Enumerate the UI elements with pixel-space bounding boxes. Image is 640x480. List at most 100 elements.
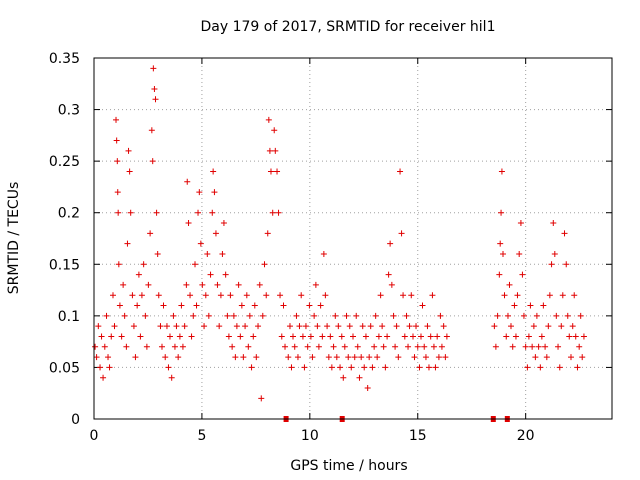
data-point [150,65,157,72]
data-point [199,281,206,288]
data-point [173,323,180,330]
data-point [135,271,142,278]
data-point [333,354,340,361]
data-point [235,281,242,288]
data-point [143,343,150,350]
data-point [124,240,131,247]
data-point [264,230,271,237]
data-point [315,343,322,350]
data-point [298,292,305,299]
data-point [350,333,356,340]
data-point [574,364,581,371]
y-axis-label: SRMTID / TECUs [6,182,22,295]
data-point [403,312,410,319]
data-point [296,323,303,330]
data-point [379,323,386,330]
data-point [153,209,160,216]
data-point [267,168,274,175]
x-tick-label: 15 [409,428,427,444]
data-point [98,333,105,340]
data-point [397,168,404,175]
data-point [109,292,116,299]
data-point [324,323,331,330]
data-point [546,292,553,299]
data-point [512,333,519,340]
data-point [435,354,442,361]
data-point [137,333,144,340]
data-point [116,302,123,309]
data-point [351,354,358,361]
plot-frame [93,57,613,420]
data-point [160,302,167,309]
data-point [307,333,314,340]
data-point [113,137,120,144]
data-point [500,250,507,257]
data-point [421,343,428,350]
data-point [432,364,439,371]
data-point [113,116,120,123]
data-point [253,354,260,361]
data-point [443,333,450,340]
data-point [497,240,504,247]
data-point [120,281,127,288]
y-tick-label: 0 [71,412,80,428]
data-point [517,220,524,227]
data-point [293,312,300,319]
data-point [259,312,266,319]
data-point [320,250,327,257]
data-point [256,281,263,288]
data-point [553,312,560,319]
data-point [192,261,199,268]
data-point [354,343,361,350]
data-point [548,261,555,268]
data-point [157,323,164,330]
data-point [224,312,231,319]
data-point [372,312,379,319]
data-point [149,158,156,165]
data-point [327,333,334,340]
data-point [537,364,544,371]
data-point [509,343,516,350]
data-point [306,302,313,309]
x-tick-label: 0 [90,428,99,444]
data-point [424,323,431,330]
data-point [166,333,173,340]
y-tick-label: 0.25 [49,154,80,170]
data-point [408,292,415,299]
data-point [275,209,282,216]
y-tick-label: 0.35 [49,51,80,67]
data-point [274,168,281,175]
data-point [108,333,115,340]
data-point [207,271,214,278]
data-point [545,323,552,330]
data-point [417,333,424,340]
data-point [271,127,278,134]
data-point [311,312,318,319]
data-point [335,323,342,330]
data-point [95,323,102,330]
data-point [398,230,405,237]
data-point [258,395,265,402]
data-point [233,323,240,330]
data-point [427,333,434,340]
data-point [115,209,122,216]
data-point [286,323,293,330]
data-point [214,281,221,288]
data-point [175,354,182,361]
y-tick-label: 0.15 [49,257,80,273]
grid-lines [94,58,612,419]
data-point [361,364,368,371]
data-point [193,302,200,309]
data-point [309,354,316,361]
data-point [222,271,229,278]
data-point [411,354,418,361]
data-point [114,158,121,165]
data-point [341,343,348,350]
data-point [328,364,335,371]
data-point [529,343,536,350]
data-point [330,343,337,350]
data-point [416,364,423,371]
data-point [178,302,185,309]
data-point [285,354,292,361]
